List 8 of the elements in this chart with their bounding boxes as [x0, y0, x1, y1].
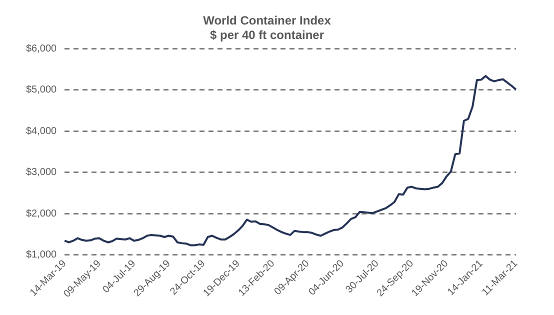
chart-title: World Container Index [203, 14, 332, 28]
y-tick-label: $2,000 [26, 208, 58, 220]
chart-subtitle: $ per 40 ft container [210, 28, 324, 42]
y-tick-label: $6,000 [26, 44, 58, 55]
y-tick-label: $1,000 [26, 249, 58, 260]
y-tick-label: $4,000 [26, 126, 58, 137]
y-tick-label: $5,000 [26, 84, 58, 96]
y-tick-label: $3,000 [26, 167, 58, 178]
